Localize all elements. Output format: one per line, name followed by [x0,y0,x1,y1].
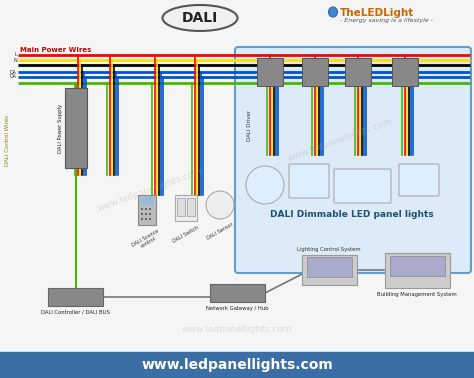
Text: L: L [14,53,17,57]
FancyBboxPatch shape [235,47,471,273]
Bar [257,58,283,86]
Text: DALI Switch: DALI Switch [172,225,200,244]
Bar [210,284,265,302]
Bar [302,255,357,285]
Text: Building Management System: Building Management System [377,292,457,297]
Bar [141,218,143,220]
Bar [141,208,143,210]
Bar [48,288,103,306]
Bar [149,208,151,210]
Ellipse shape [163,5,237,31]
Text: TheLEDLight: TheLEDLight [340,8,414,18]
Bar [390,256,445,276]
Text: DALI Driver: DALI Driver [247,110,253,141]
Bar [385,253,450,288]
Bar [145,218,147,220]
Text: www.ledpanellights.com: www.ledpanellights.com [287,117,393,163]
FancyBboxPatch shape [334,169,391,203]
Bar [0,352,474,378]
Bar [307,257,352,277]
Bar [392,58,418,86]
Text: Lighting Control System: Lighting Control System [297,247,361,252]
Bar [138,195,156,225]
Bar [187,198,195,216]
Bar [345,58,371,86]
Text: N: N [13,57,17,62]
Bar [177,198,185,216]
Text: www.ledpanellights.com: www.ledpanellights.com [97,167,203,213]
Text: www.ledpanellights.com: www.ledpanellights.com [182,325,292,335]
Bar [141,213,143,215]
Ellipse shape [328,7,337,17]
Text: DALI: DALI [182,11,218,25]
Text: Network Gateway / Hub: Network Gateway / Hub [206,306,268,311]
Text: DALI Power Supply: DALI Power Supply [58,104,63,153]
Text: DALI Sensor: DALI Sensor [206,222,234,241]
Text: www.ledpanellights.com: www.ledpanellights.com [141,358,333,372]
Text: Main Power Wires: Main Power Wires [20,47,91,53]
Ellipse shape [206,191,234,219]
Text: DA: DA [10,70,17,74]
Ellipse shape [246,166,284,204]
Text: DALI Scence
control: DALI Scence control [131,228,163,253]
Bar [175,195,197,221]
Bar [65,88,87,168]
Text: DA: DA [10,74,17,79]
Bar [149,213,151,215]
FancyBboxPatch shape [399,164,439,196]
Bar [149,218,151,220]
Bar [145,213,147,215]
Text: DALI Control Wires: DALI Control Wires [6,115,10,166]
Text: - Energy saving is a lifestyle -: - Energy saving is a lifestyle - [340,18,433,23]
Text: DALI Controller / DALI BUS: DALI Controller / DALI BUS [41,310,109,315]
FancyBboxPatch shape [289,164,329,198]
Text: DALI Dimmable LED panel lights: DALI Dimmable LED panel lights [270,210,434,219]
Bar [302,58,328,86]
Bar [145,208,147,210]
Bar [140,197,154,205]
